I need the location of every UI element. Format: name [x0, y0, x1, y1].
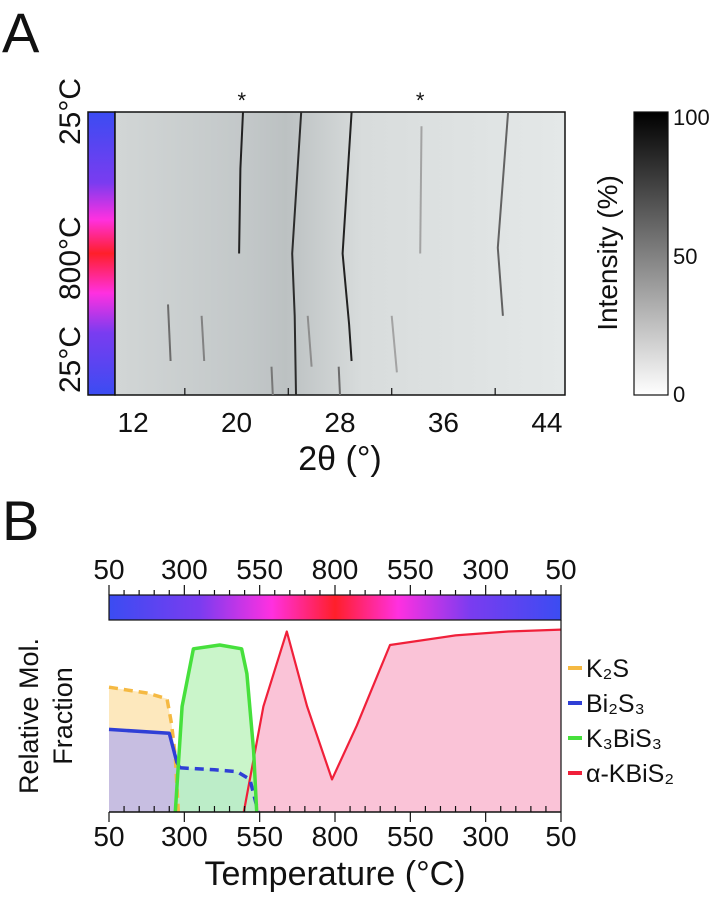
reflection-line: [337, 366, 341, 396]
x-tick-label: 50: [545, 821, 576, 852]
x-tick-label: 800: [312, 821, 359, 852]
top-tick-label: 50: [93, 554, 124, 585]
series-line: [242, 628, 562, 813]
top-tick-label: 550: [236, 554, 283, 585]
x-tick-label: 50: [93, 821, 124, 852]
x-axis-label-a: 2θ (°): [298, 440, 382, 478]
x-tick-label: 550: [387, 821, 434, 852]
x-tick-label: 44: [531, 407, 562, 438]
reflection-line: [167, 304, 172, 362]
top-tick-label: 50: [545, 554, 576, 585]
colorbar-tick-0: 0: [673, 382, 685, 407]
colorbar-tick-100: 100: [673, 105, 709, 130]
y-axis-label-b-line1: Relative Mol.: [14, 638, 44, 794]
panel-b-label: B: [2, 489, 39, 552]
legend-label: Bi₂S₃: [586, 690, 645, 718]
y-label-bottom: 25°C: [54, 326, 87, 393]
reflection-line: [306, 315, 313, 367]
reflection-line: [390, 315, 398, 373]
series-line: [179, 766, 260, 813]
x-tick-label: 300: [161, 821, 208, 852]
x-tick-label: 28: [324, 407, 355, 438]
heatmap-background: [114, 111, 566, 396]
y-label-mid: 800°C: [54, 216, 87, 300]
x-tick-label: 12: [118, 407, 149, 438]
colorbar-tick-50: 50: [673, 244, 697, 269]
series-line: [173, 643, 259, 813]
y-label-top: 25°C: [54, 78, 87, 145]
temperature-bar-b: [108, 594, 562, 621]
series-area: [109, 729, 180, 812]
reflection-line: [200, 315, 206, 362]
reflection-line: [270, 366, 274, 396]
area-plot: [108, 628, 562, 813]
colorbar-label: Intensity (%): [592, 175, 623, 331]
heatmap-reflections: [167, 111, 510, 396]
top-tick-label: 300: [462, 554, 509, 585]
peak-marker: *: [416, 88, 425, 113]
x-tick-label: 20: [221, 407, 252, 438]
reflection-line: [291, 111, 303, 396]
legend-label: K₃BiS₃: [586, 725, 662, 753]
top-tick-label: 800: [312, 554, 359, 585]
series-area: [243, 629, 562, 812]
legend: K₂S Bi₂S₃ K₃BiS₃ α-KBiS₂: [568, 655, 674, 788]
reflection-line: [238, 111, 244, 254]
x-tick-label: 300: [462, 821, 509, 852]
peak-marker: *: [237, 88, 246, 113]
y-axis-label-b-line2: Fraction: [48, 667, 78, 765]
legend-label: α-KBiS₂: [586, 760, 674, 788]
panel-a-label: A: [2, 1, 40, 64]
intensity-colorbar: [633, 111, 669, 396]
top-tick-label: 550: [387, 554, 434, 585]
temperature-bar-a: [87, 111, 116, 396]
legend-label: K₂S: [586, 655, 629, 683]
reflection-line: [419, 126, 423, 254]
reflection-line: [496, 111, 510, 316]
x-axis-label-b: Temperature (°C): [204, 855, 465, 893]
reflection-line: [341, 111, 353, 362]
x-tick-label: 36: [428, 407, 459, 438]
series-line: [108, 685, 181, 813]
x-tick-label: 550: [236, 821, 283, 852]
top-tick-label: 300: [161, 554, 208, 585]
